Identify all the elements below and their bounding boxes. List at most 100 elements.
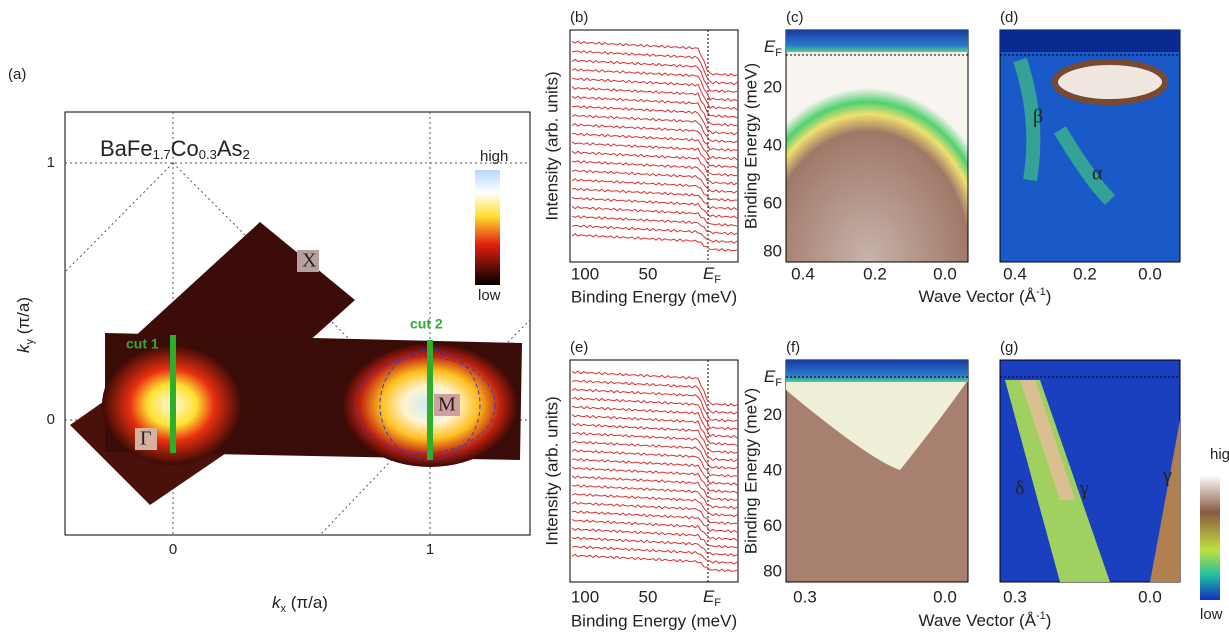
tick-label: 50 (639, 264, 658, 283)
tick-label: 100 (571, 587, 599, 606)
colorbar-label: low (478, 287, 501, 304)
tick-label: EF (764, 37, 782, 58)
edc-curve (571, 68, 738, 102)
tick-label: EF (703, 587, 721, 608)
band-label: α (1092, 163, 1103, 185)
x-axis-label: Wave Vector (Å-1) (919, 286, 1052, 307)
sample-name: BaFe1.7Co0.3As2 (100, 136, 250, 163)
edc-stack (571, 370, 738, 573)
edc-curve (571, 545, 738, 565)
arpes-feature (1052, 59, 1168, 105)
edc-curve (571, 387, 738, 423)
tick-label: 0.4 (791, 264, 815, 283)
edc-curve (571, 224, 738, 244)
tick-label: 50 (639, 587, 658, 606)
x-axis-label: kx (π/a) (272, 593, 328, 614)
fit-contour (354, 356, 496, 454)
frame (569, 359, 739, 583)
edc-curve (571, 422, 738, 455)
y-axis-label: Binding Energy (meV) (741, 388, 760, 554)
marker-box (434, 394, 460, 416)
tick-label: 100 (571, 264, 599, 283)
edc-curve (571, 396, 738, 431)
arpes-image (1000, 30, 1180, 52)
edc-curve (571, 169, 738, 194)
tick-label: 0.0 (933, 587, 957, 606)
panel-label: (f) (786, 339, 800, 356)
point-label: X (302, 250, 317, 272)
edc-curve (571, 370, 738, 407)
edc-curve (571, 77, 738, 111)
edc-curve (571, 215, 738, 236)
x-axis-label: Wave Vector (Å-1) (919, 610, 1052, 631)
edc-curve (571, 448, 738, 478)
edc-curve (572, 132, 738, 161)
tick-label-part: E (764, 367, 776, 386)
edc-curve (571, 160, 738, 186)
colorbar-label: low (1200, 606, 1223, 623)
colorbar (475, 170, 500, 285)
tick-label: 80 (763, 241, 782, 260)
x-tick-label: 0 (169, 541, 177, 558)
marker-box (135, 428, 157, 450)
cut-label: cut 2 (410, 316, 443, 332)
x-tick-label: 1 (426, 541, 434, 558)
panel-label: (d) (1000, 9, 1018, 26)
arpes-feature (1150, 420, 1180, 582)
marker-box (297, 250, 319, 272)
edc-curve (571, 95, 738, 127)
tick-label: EF (764, 367, 782, 388)
cut-line (170, 335, 176, 453)
edc-curve (571, 553, 738, 573)
band-label: γ (1162, 465, 1172, 487)
arpes-image (786, 360, 968, 382)
edc-curve (571, 475, 738, 502)
arpes-feature (1013, 57, 1116, 205)
tick-label: 0.2 (1073, 264, 1097, 283)
tick-label: 60 (763, 516, 782, 535)
edc-curve (571, 58, 738, 93)
edc-curve (571, 493, 738, 518)
tick-label: 80 (763, 561, 782, 580)
tick-label: 0.3 (1003, 587, 1027, 606)
panel-label: (e) (570, 339, 588, 356)
edc-curve (571, 122, 738, 152)
tick-label-part: E (703, 264, 715, 283)
tick-label: 0.3 (793, 587, 817, 606)
frame (569, 29, 739, 263)
edc-curve (571, 501, 737, 525)
edc-curve (572, 431, 738, 463)
band-label: γ (1079, 478, 1089, 500)
edc-curve (571, 187, 738, 211)
panel-label: (b) (570, 9, 588, 26)
edc-curve (571, 205, 738, 227)
arpes-image (786, 360, 968, 470)
edc-curve (571, 50, 738, 86)
y-axis-label: Intensity (arb. units) (542, 396, 561, 545)
edc-curve (571, 150, 737, 177)
y-tick-label: 1 (47, 154, 55, 171)
tick-label: 0.0 (1138, 264, 1162, 283)
point-label: M (438, 394, 456, 416)
tick-label: 60 (763, 193, 782, 212)
edc-curve (571, 484, 738, 510)
edc-curve (572, 457, 738, 486)
tick-label: 0.2 (863, 264, 887, 283)
edc-curve (571, 518, 738, 541)
edc-curve (571, 466, 738, 494)
tick-label-part: E (764, 37, 776, 56)
edc-curve (571, 86, 738, 119)
panel-label: (a) (8, 66, 26, 83)
edc-curve (572, 105, 738, 136)
point-label: Γ (140, 428, 152, 450)
y-axis-label: Intensity (arb. units) (542, 71, 561, 220)
edc-curve (571, 536, 738, 557)
edc-curve (571, 233, 738, 252)
edc-curve (571, 527, 738, 549)
y-tick-label: 0 (47, 411, 55, 428)
cut-line (427, 340, 433, 460)
arpes-image (786, 30, 968, 52)
arpes-feature (1020, 380, 1075, 500)
cut-label: cut 1 (126, 336, 159, 352)
